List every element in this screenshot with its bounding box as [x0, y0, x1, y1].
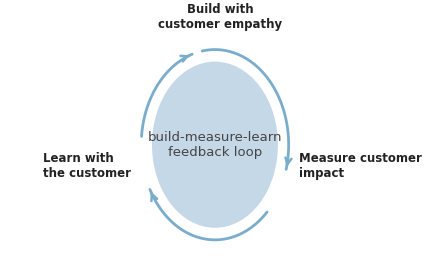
- Text: build-measure-learn
feedback loop: build-measure-learn feedback loop: [148, 131, 282, 159]
- Text: Build with
customer empathy: Build with customer empathy: [158, 3, 282, 31]
- Ellipse shape: [152, 62, 278, 228]
- Text: Learn with
the customer: Learn with the customer: [42, 152, 131, 180]
- Text: Measure customer
impact: Measure customer impact: [299, 152, 422, 180]
